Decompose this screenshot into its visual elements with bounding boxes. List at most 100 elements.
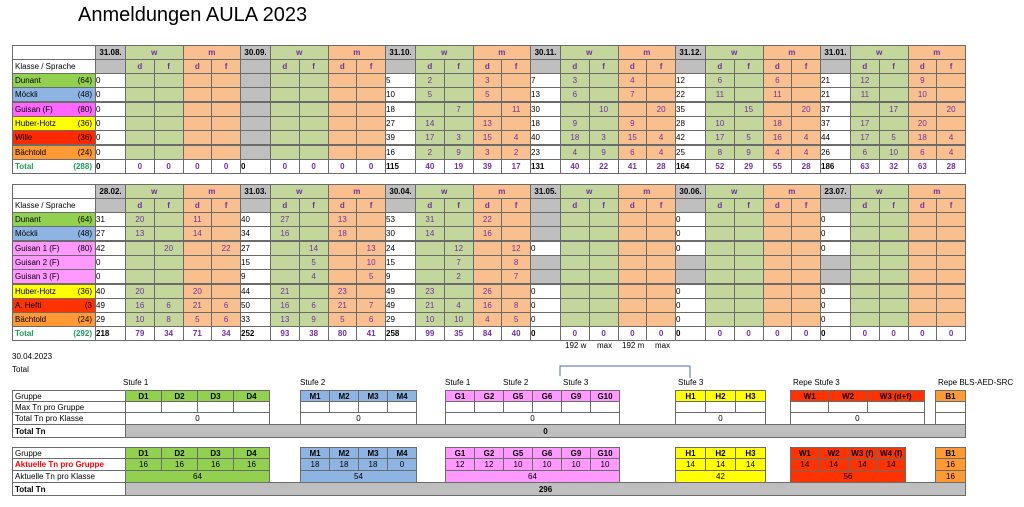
value-cell: 4 [936,144,966,160]
value-cell [501,283,531,299]
value-cell: 10 [415,312,445,328]
sub-header: d [907,59,938,74]
sub-header: d [560,59,590,74]
value-cell: 93 [270,326,300,342]
sub-header: f [443,198,474,213]
value-cell: 6 [298,297,329,313]
value-cell [415,101,445,117]
class-count: (64) [77,215,92,224]
value-cell: 10 [705,115,735,131]
date-header-blank [240,59,271,74]
value-cell [153,130,184,146]
value-cell: 115 [385,158,416,174]
stufe-label: Stufe 3 [563,378,589,387]
value-cell: 6 [907,144,938,160]
value-cell [646,87,676,103]
value-cell [646,240,676,256]
class-count: (3 [84,300,92,310]
value-cell: 0 [530,283,561,299]
sub-header: d [560,198,590,213]
value-cell: 16 [472,297,503,313]
value-cell: 16 [762,130,793,146]
value-cell [560,226,590,242]
value-cell: 0 [675,326,706,342]
value-cell: 0 [95,87,126,103]
value-cell [356,73,386,88]
value-cell [472,269,503,285]
sub-header: f [298,198,329,213]
value-cell: 4 [472,312,503,328]
value-cell: 41 [356,326,386,342]
m-header: m [472,184,531,199]
value-cell: 17 [850,115,880,131]
value-cell: 0 [298,158,329,174]
value-cell: 12 [501,240,531,256]
class-count: (24) [77,147,92,157]
value-cell [298,115,329,131]
sub-header: d [125,59,155,74]
value-cell [415,254,445,270]
value-cell [907,297,938,313]
value-cell [588,254,619,270]
date-header: 30.04. [385,184,416,199]
value-cell [443,212,474,227]
m-header: m [327,45,386,60]
header-blank [12,45,96,60]
value-cell [211,101,241,117]
date-header: 31.12. [675,45,706,60]
w-header: w [270,184,329,199]
sub-header: d [182,198,213,213]
value-cell: 2 [415,144,445,160]
w-header: w [850,184,909,199]
value-cell [240,144,271,160]
value-cell [298,130,329,146]
value-cell: 0 [356,158,386,174]
plan-date: 30.04.2023 [12,352,53,361]
value-cell: 15 [617,130,648,146]
value-cell [298,73,329,88]
value-cell: 4 [936,130,966,146]
value-cell [211,254,241,270]
value-cell [125,73,155,88]
value-cell [907,226,938,242]
value-cell: 10 [125,312,155,328]
value-cell: 0 [762,326,793,342]
value-cell: 14 [182,226,213,242]
value-cell [298,144,329,160]
class-name: Total [15,161,34,171]
class-count: (36) [77,118,92,128]
value-cell [820,269,851,285]
w-header: w [560,45,619,60]
value-cell: 34 [153,326,184,342]
row-label: Wille (36) [12,130,96,146]
value-cell [560,212,590,227]
value-cell: 9 [560,115,590,131]
class-name: Wille [15,133,33,143]
value-cell: 11 [762,87,793,103]
value-cell [588,212,619,227]
value-cell: 0 [153,158,184,174]
value-cell [327,101,358,117]
value-cell: 0 [850,326,880,342]
row-label: Total Tn [12,482,126,496]
value-cell [443,226,474,242]
value-cell [617,283,648,299]
value-cell [762,101,793,117]
value-cell [878,297,909,313]
value-cell [646,226,676,242]
value-cell: 41 [617,158,648,174]
value-cell: 10 [588,101,619,117]
class-name: A. Hefti [15,300,42,310]
value-cell [646,297,676,313]
value-cell: 186 [820,158,851,174]
value-cell [443,283,474,299]
value-cell: 22 [675,87,706,103]
value-cell: 12 [443,240,474,256]
sub-header: f [878,59,909,74]
value-cell: 17 [850,130,880,146]
sub-header: d [472,59,503,74]
value-cell: 42 [95,240,126,256]
value-cell [646,212,676,227]
value-cell: 24 [385,240,416,256]
value-cell: 0 [675,283,706,299]
